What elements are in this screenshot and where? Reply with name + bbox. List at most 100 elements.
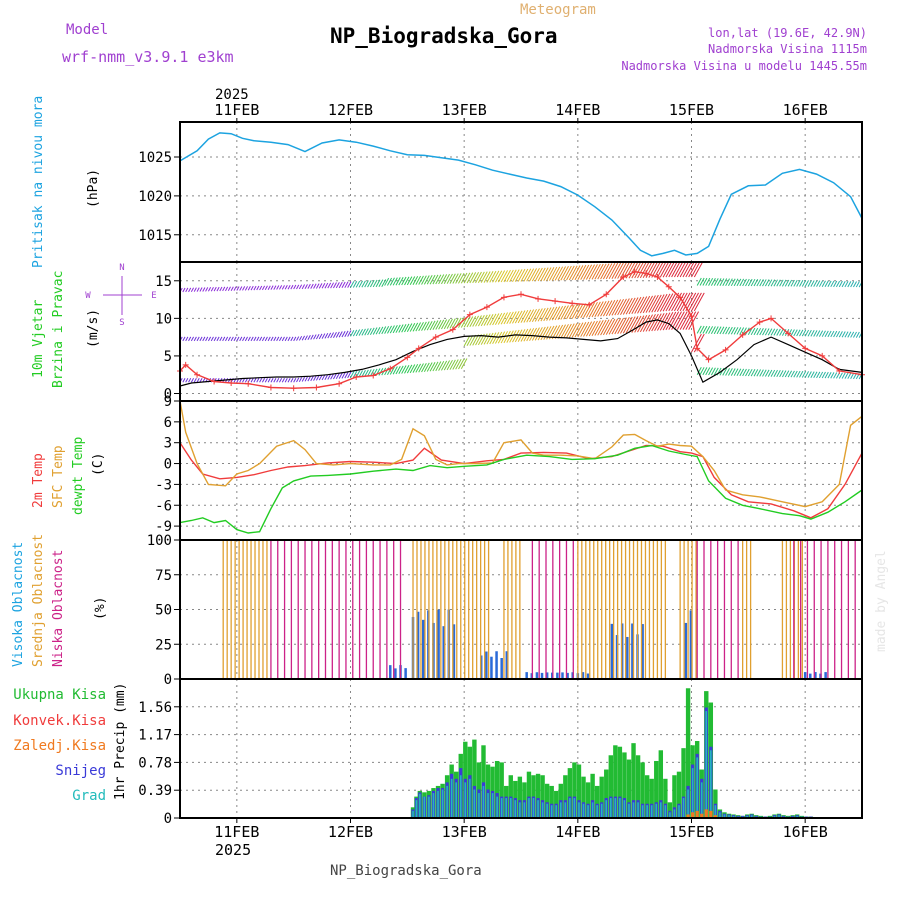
precip-grad-bar [682, 798, 685, 818]
wind-gust-line [179, 271, 863, 389]
wind-barb [773, 279, 778, 287]
wind-barb [401, 323, 407, 333]
precip-grad-bar [482, 785, 485, 818]
wind-barb [475, 271, 482, 284]
wind-barb [244, 377, 248, 383]
wind-barb [398, 365, 404, 375]
wind-barb [435, 361, 442, 372]
wind-barb [597, 263, 607, 280]
wind-barb [637, 262, 647, 279]
wind-barb [500, 331, 509, 344]
temp-dewpt-line [179, 444, 863, 534]
wind-barb [850, 372, 855, 380]
wind-barb [233, 336, 237, 342]
wind-barb [543, 267, 552, 282]
wind-barb [341, 330, 346, 338]
precip-legend-snow: Snijeg [55, 763, 106, 779]
wind-barb [560, 324, 569, 339]
wind-barb [594, 263, 604, 280]
wind-barb [764, 328, 770, 336]
wind-barb [790, 329, 795, 337]
wind-barb [608, 299, 619, 316]
pressure-ytick-label: 1020 [138, 189, 172, 205]
wind-barb [594, 301, 604, 317]
wind-barb [722, 326, 728, 335]
wind-barb [364, 280, 369, 288]
wind-barb [600, 263, 610, 280]
wind-barb [333, 282, 337, 289]
wind-barb [654, 294, 665, 313]
precip-grad-bar [582, 803, 585, 818]
wind-barb [307, 376, 311, 382]
wind-barb [699, 367, 705, 376]
wind-barb [776, 370, 781, 378]
wind-barb [273, 285, 277, 290]
wind-barb [327, 373, 332, 380]
wind-barb [264, 377, 268, 383]
wind-barb [838, 331, 843, 338]
dir-w: W [85, 291, 91, 301]
precip-grad-bar [469, 778, 471, 818]
wind-barb [358, 328, 364, 336]
wind-direction-axis: N E S W [85, 263, 156, 328]
wind-barb [338, 281, 343, 289]
precip-ytick-label: 1.17 [138, 728, 172, 744]
wind-barb [290, 377, 294, 383]
wind-barb [216, 336, 220, 342]
wind-barb [855, 281, 860, 288]
wind-barb [270, 336, 274, 342]
wind-barb [324, 374, 329, 380]
wind-barb [682, 292, 694, 312]
precip-grad-bar [673, 809, 676, 818]
wind-barb [736, 327, 742, 335]
wind-barb [341, 281, 346, 289]
wind-barb [409, 322, 416, 332]
wind-barb [685, 311, 697, 330]
precip-legend-frz: Zaledj.Kisa [13, 738, 106, 754]
wind-barb [460, 358, 468, 370]
wind-gust-marker [665, 283, 672, 290]
wind-gust-marker [705, 356, 712, 363]
wind-barb [784, 370, 790, 378]
wind-gust-marker [194, 371, 201, 378]
wind-barb [631, 262, 642, 279]
wind-barb [523, 268, 532, 282]
wind-barb [520, 309, 529, 323]
precip-total-bar [649, 778, 654, 818]
wind-barb [617, 262, 627, 279]
precip-grad-bar [541, 802, 544, 818]
precip-grad-bar [614, 798, 617, 818]
time-label-bottom: 12FEB [328, 823, 373, 841]
wind-barb [455, 358, 462, 370]
wind-barb [318, 283, 323, 289]
wind-barb [182, 377, 186, 383]
wind-barb [446, 273, 453, 284]
wind-barb [833, 372, 838, 379]
precip-grad-bar [487, 793, 489, 818]
precip-total-bar [572, 762, 577, 818]
wind-barb [554, 266, 564, 281]
wind-barb [202, 336, 206, 342]
wind-barb [833, 280, 838, 288]
wind-barb [503, 269, 511, 283]
wind-barb [415, 275, 422, 285]
wind-barb [350, 371, 355, 378]
wind-barb [381, 326, 387, 335]
precip-total-bar [563, 775, 568, 818]
precip-grad-bar [505, 798, 508, 818]
wind-barb [185, 377, 189, 383]
temp-ylabel-1: 2m Temp [31, 453, 46, 508]
wind-barb [728, 278, 733, 287]
pressure-axes: 1015 1020 1025 [138, 122, 862, 262]
wind-barb [634, 296, 645, 314]
wind-barb [398, 276, 404, 286]
wind-barb [838, 372, 843, 379]
wind-barb [355, 329, 361, 337]
wind-barb [415, 322, 422, 332]
wind-barb [719, 278, 725, 286]
wind-barb [756, 279, 762, 287]
precip-grad-bar [641, 805, 644, 818]
model-name: wrf-nmm_v3.9.1 e3km [62, 48, 234, 66]
wind-gust-marker [290, 385, 297, 392]
wind-barb [290, 336, 294, 342]
